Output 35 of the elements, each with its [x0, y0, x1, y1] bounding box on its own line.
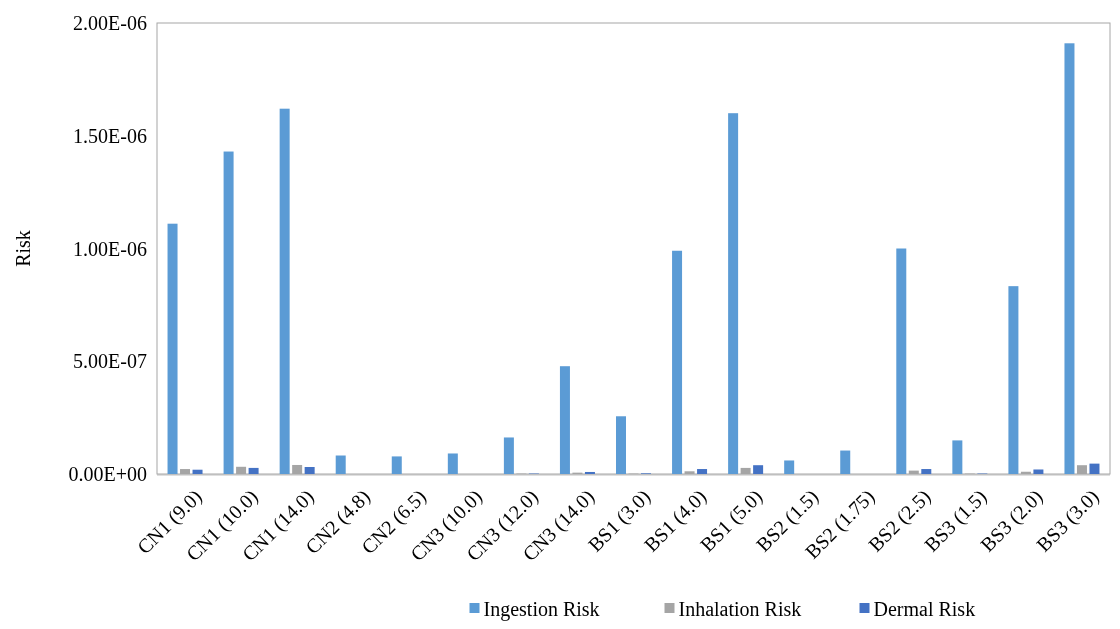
bar [335, 455, 346, 474]
y-tick-label: 5.00E-07 [73, 350, 147, 373]
bar [728, 113, 739, 474]
bar [1064, 43, 1075, 474]
bar [503, 437, 514, 474]
legend-label: Dermal Risk [873, 598, 976, 620]
bar [697, 469, 708, 474]
bar [784, 460, 795, 474]
bar [1033, 469, 1044, 474]
bar [840, 450, 851, 474]
bar [753, 465, 764, 474]
bar [672, 250, 683, 474]
bar [279, 108, 290, 474]
bar [391, 456, 402, 474]
y-tick-label: 0.00E+00 [68, 463, 147, 485]
bar [304, 467, 315, 474]
bar [896, 248, 907, 474]
y-tick-label: 1.00E-06 [73, 237, 147, 260]
y-tick-label: 2.00E-06 [73, 12, 147, 34]
bar [248, 467, 259, 474]
bar [447, 453, 458, 474]
legend-label: Inhalation Risk [678, 598, 802, 620]
bar [559, 366, 570, 474]
bar [1089, 463, 1100, 474]
legend-label: Ingestion Risk [483, 598, 600, 621]
bar [921, 469, 932, 474]
y-tick-label: 1.50E-06 [73, 124, 147, 147]
bar [167, 223, 178, 474]
bar [584, 471, 595, 474]
y-axis-title: Risk [12, 230, 34, 267]
bar [192, 469, 203, 474]
bar [952, 440, 963, 474]
bar [616, 416, 626, 474]
bar [223, 151, 234, 474]
bar [1008, 286, 1019, 474]
